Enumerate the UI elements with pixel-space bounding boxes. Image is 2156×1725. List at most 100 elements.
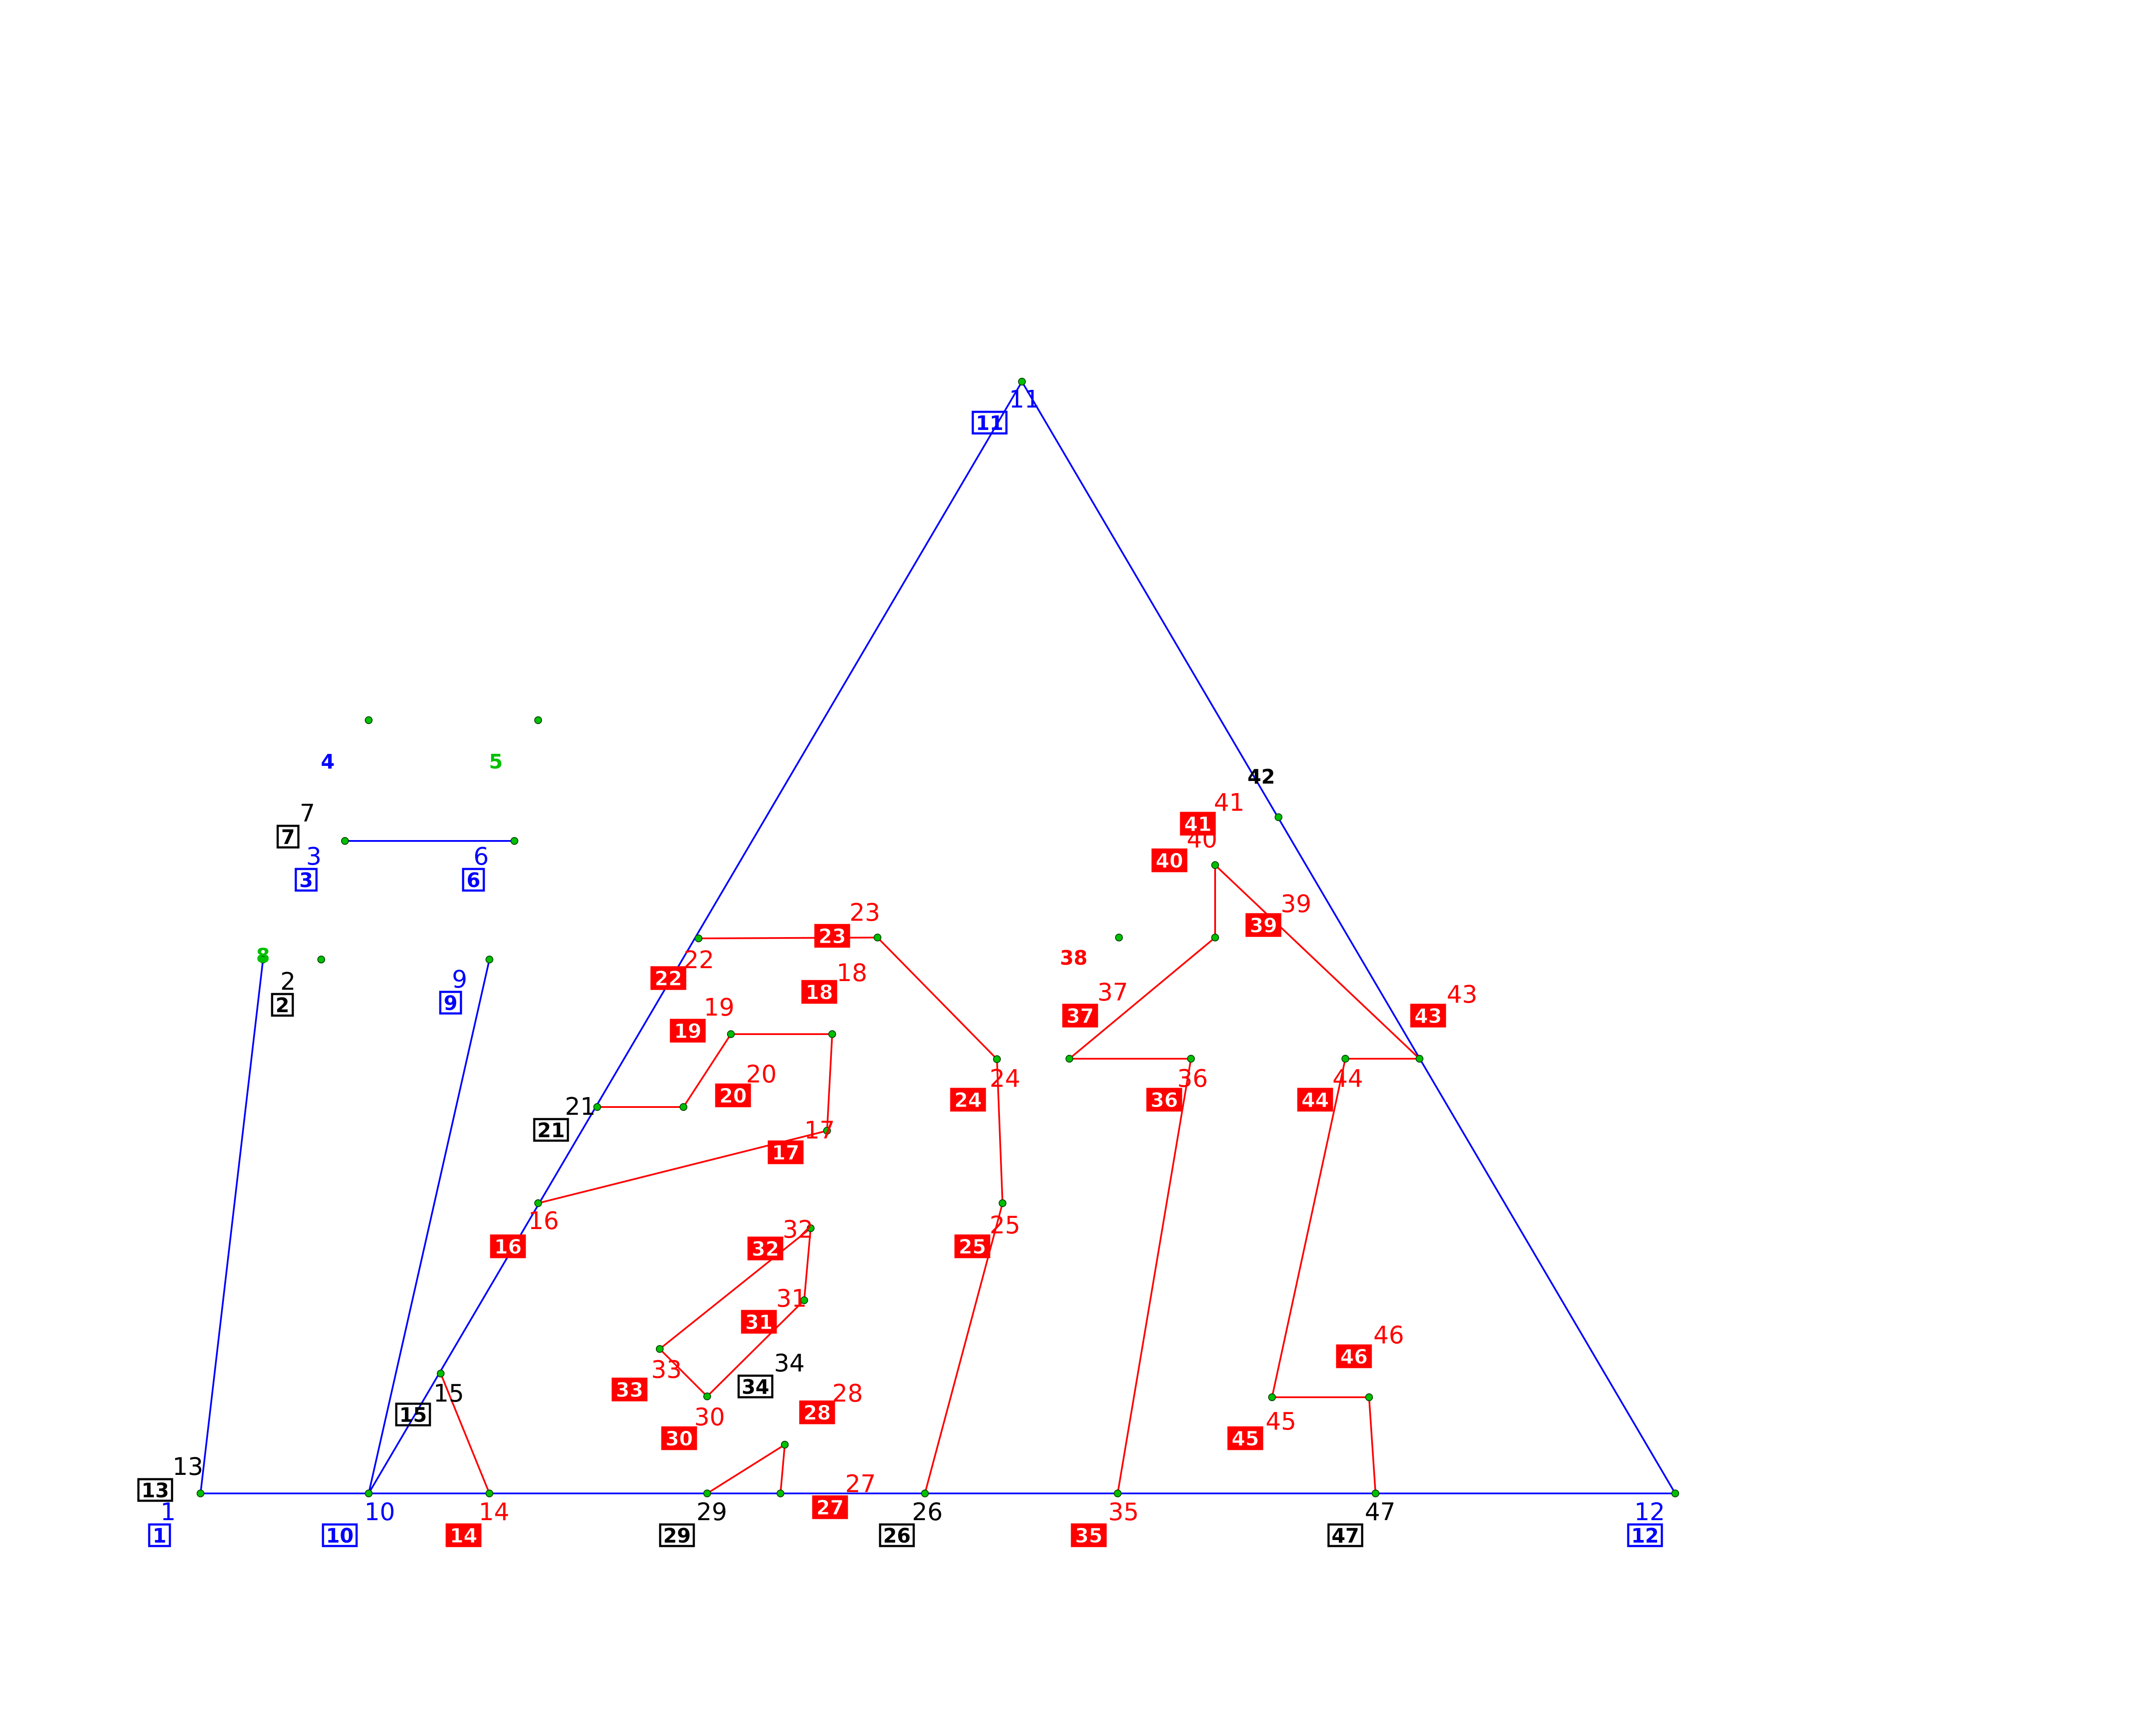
node-label-37: 37 xyxy=(1097,979,1128,1007)
node-label-45: 45 xyxy=(1266,1408,1296,1436)
edge-tag-box-21 xyxy=(533,1118,569,1142)
node-label-47: 47 xyxy=(1365,1498,1395,1526)
edge-tag-text-15: 15 xyxy=(399,1403,427,1427)
node-point-1 xyxy=(197,1490,204,1497)
node-point-46 xyxy=(1365,1393,1373,1401)
node-label-30: 30 xyxy=(694,1403,725,1431)
node-point-10 xyxy=(365,1490,373,1497)
edge-tag-box-32 xyxy=(747,1236,783,1261)
node-point-20 xyxy=(680,1103,687,1111)
edge-tag-5: 5 xyxy=(489,750,503,773)
node-point-9 xyxy=(486,956,493,963)
edge-tag-box-30 xyxy=(661,1426,697,1450)
node-point-29 xyxy=(703,1490,711,1497)
edge-tag-box-11 xyxy=(971,411,1008,435)
edge-tag-box-41 xyxy=(1180,812,1216,836)
node-label-43: 43 xyxy=(1447,981,1477,1009)
edge-tag-31: 31 xyxy=(741,1310,777,1334)
node-point-32 xyxy=(807,1224,815,1232)
edge-tag-box-28 xyxy=(799,1400,835,1424)
edge-tag-text-10: 10 xyxy=(326,1524,354,1547)
edge-tag-text-7: 7 xyxy=(281,825,295,849)
node-label-3: 3 xyxy=(306,843,322,871)
node-point-23 xyxy=(874,934,881,941)
interior-segment-6 xyxy=(1067,863,1422,1494)
edge-tag-text-42: 42 xyxy=(1247,765,1275,788)
edge-tag-40: 40 xyxy=(1151,848,1188,873)
edge-tag-box-47 xyxy=(1327,1523,1363,1547)
edge-tag-box-15 xyxy=(395,1402,431,1427)
edge-tag-text-46: 46 xyxy=(1340,1345,1368,1368)
edge-tag-text-17: 17 xyxy=(772,1141,799,1164)
edge-tag-8: 8 xyxy=(256,944,270,967)
edge-tag-12: 12 xyxy=(1627,1523,1663,1547)
edge-tag-13: 13 xyxy=(137,1478,173,1502)
node-label-7: 7 xyxy=(300,800,315,828)
edge-tag-box-23 xyxy=(814,924,850,948)
edge-tag-text-6: 6 xyxy=(467,869,480,892)
node-point-25 xyxy=(999,1199,1006,1207)
edge-tag-7: 7 xyxy=(276,825,300,849)
edge-tag-6: 6 xyxy=(462,868,485,892)
edge-tag-text-25: 25 xyxy=(959,1235,986,1258)
node-point-38 xyxy=(1115,934,1123,941)
edge-tag-box-35 xyxy=(1071,1523,1107,1547)
edge-tag-box-43 xyxy=(1410,1004,1446,1028)
edge-tag-text-12: 12 xyxy=(1631,1524,1659,1547)
node-point-24 xyxy=(993,1055,1001,1063)
node-point-8 xyxy=(259,956,267,963)
edge-tag-27: 27 xyxy=(812,1495,848,1520)
edge-tag-text-26: 26 xyxy=(883,1524,911,1547)
edge-tag-text-9: 9 xyxy=(444,991,458,1015)
edge-tag-47: 47 xyxy=(1327,1523,1363,1547)
node-label-24: 24 xyxy=(990,1065,1020,1093)
edge-tag-text-23: 23 xyxy=(818,925,846,948)
edge-tag-text-32: 32 xyxy=(752,1237,779,1261)
edge-tag-10: 10 xyxy=(322,1523,358,1547)
edge-tag-text-4: 4 xyxy=(321,750,335,773)
node-point-39 xyxy=(1211,934,1219,941)
edge-tag-32: 32 xyxy=(747,1236,783,1261)
edge-tag-text-13: 13 xyxy=(141,1479,169,1502)
edge-tag-box-33 xyxy=(611,1377,648,1402)
node-label-17: 17 xyxy=(804,1117,835,1145)
edge-tag-28: 28 xyxy=(799,1400,835,1425)
edge-tag-box-12 xyxy=(1627,1523,1663,1547)
edge-tag-34: 34 xyxy=(737,1374,774,1399)
node-point-31 xyxy=(800,1296,808,1304)
node-point-3 xyxy=(341,837,349,845)
edge-tag-22: 22 xyxy=(650,966,686,991)
node-point-27 xyxy=(777,1490,784,1497)
edge-tag-18: 18 xyxy=(801,980,837,1004)
edge-tag-box-26 xyxy=(879,1523,915,1547)
edge-tag-text-44: 44 xyxy=(1301,1088,1329,1112)
interior-segment-1 xyxy=(440,1373,490,1494)
edge-tag-text-20: 20 xyxy=(719,1084,747,1107)
edge-tag-text-8: 8 xyxy=(256,944,270,967)
node-label-16: 16 xyxy=(528,1207,559,1235)
node-label-34: 34 xyxy=(774,1349,805,1377)
edge-tag-box-24 xyxy=(950,1088,986,1112)
edge-tag-42: 42 xyxy=(1247,765,1275,788)
node-label-10: 10 xyxy=(364,1498,395,1526)
edge-tag-box-7 xyxy=(276,825,300,849)
edge-tag-text-24: 24 xyxy=(954,1088,982,1112)
edge-tag-44: 44 xyxy=(1297,1088,1333,1112)
edge-tag-text-43: 43 xyxy=(1414,1004,1442,1028)
edge-tag-box-6 xyxy=(462,868,485,892)
node-point-47 xyxy=(1372,1490,1379,1497)
node-point-26 xyxy=(921,1490,929,1497)
node-point-6 xyxy=(511,837,518,845)
node-label-31: 31 xyxy=(776,1285,807,1313)
node-point-17 xyxy=(823,1127,831,1135)
edge-tag-26: 26 xyxy=(879,1523,915,1547)
node-points xyxy=(197,378,1679,1497)
edge-tag-30: 30 xyxy=(661,1426,697,1451)
edge-tag-text-3: 3 xyxy=(299,869,313,892)
edge-tag-21: 21 xyxy=(533,1118,569,1142)
edge-tag-23: 23 xyxy=(814,924,850,948)
edge-tag-46: 46 xyxy=(1336,1344,1372,1369)
node-point-16 xyxy=(534,1199,542,1207)
node-point-5 xyxy=(534,716,542,724)
edge-tag-box-25 xyxy=(954,1234,990,1258)
